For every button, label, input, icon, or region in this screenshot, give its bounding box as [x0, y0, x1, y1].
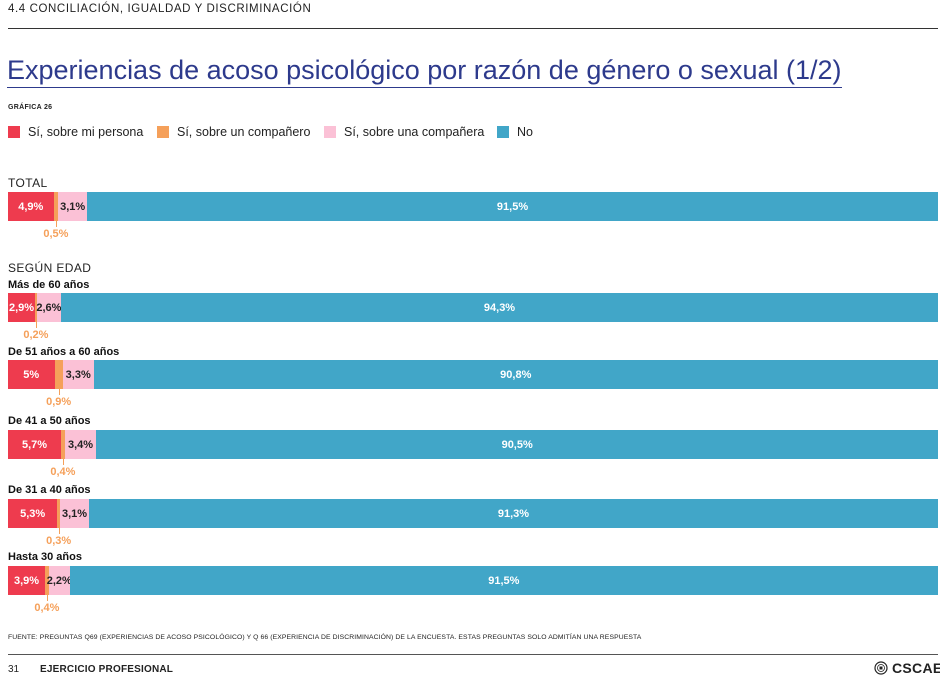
data-label: 2,2% [46, 574, 72, 587]
segment-persona [8, 430, 61, 459]
segment-no [87, 192, 938, 221]
legend-swatch [324, 126, 336, 138]
segment-no [96, 430, 938, 459]
group-label-edad: SEGÚN EDAD [8, 261, 92, 275]
logo-text: CSCAE [892, 660, 940, 676]
data-label: 4,9% [18, 200, 44, 213]
segment-companera [60, 499, 89, 528]
footer-section-title: EJERCICIO PROFESIONAL [40, 664, 174, 675]
segment-persona [8, 360, 55, 389]
legend-label: No [517, 125, 533, 139]
segment-companero [45, 566, 49, 595]
segment-no [93, 360, 938, 389]
segment-no [88, 499, 938, 528]
top-divider [8, 28, 938, 29]
callout-line [62, 459, 64, 465]
data-label: 2,9% [8, 301, 35, 314]
data-label: 5,7% [21, 438, 48, 451]
bar-row: 4,9% 3,1% 91,5% [8, 192, 938, 221]
segment-no [61, 293, 938, 322]
segment-persona [8, 192, 54, 221]
row-label: De 31 a 40 años [8, 484, 91, 496]
bottom-divider [8, 654, 938, 655]
callout-line [35, 322, 37, 328]
data-label: 3,1% [60, 200, 86, 213]
legend-item-companera: Sí, sobre una compañera [324, 125, 484, 139]
row-label: Más de 60 años [8, 279, 90, 291]
data-label-companero: 0,2% [23, 329, 49, 341]
legend-item-persona: Sí, sobre mi persona [8, 125, 143, 139]
segment-companera [48, 566, 70, 595]
segment-companero [61, 430, 65, 459]
section-header: 4.4 CONCILIACIÓN, IGUALDAD Y DISCRIMINAC… [8, 3, 312, 15]
segment-persona [8, 293, 35, 322]
cscae-logo: CSCAE [874, 660, 940, 676]
segment-persona [8, 566, 45, 595]
segment-companera [62, 360, 94, 389]
row-label: Hasta 30 años [8, 551, 82, 563]
segment-companera [58, 192, 88, 221]
bar-row: 5% 3,3% 90,8% [8, 360, 938, 389]
data-label-companero: 0,3% [46, 535, 72, 547]
group-label-total: TOTAL [8, 176, 48, 190]
callout-line [46, 595, 48, 601]
segment-companero [54, 360, 63, 389]
data-label-companero: 0,9% [46, 396, 72, 408]
data-label-companero: 0,5% [43, 228, 69, 240]
legend-item-companero: Sí, sobre un compañero [157, 125, 310, 139]
callout-line [55, 221, 57, 227]
data-label: 5,3% [20, 507, 46, 520]
legend-swatch [8, 126, 20, 138]
seal-icon [874, 661, 888, 675]
callout-line [58, 389, 60, 395]
page-title: Experiencias de acoso psicológico por ra… [7, 54, 842, 88]
legend-item-no: No [497, 125, 533, 139]
data-label: 91,5% [496, 200, 529, 213]
row-label: De 51 años a 60 años [8, 346, 120, 358]
data-label: 3,9% [13, 574, 40, 587]
segment-companero [34, 293, 37, 322]
segment-no [69, 566, 938, 595]
row-label: De 41 a 50 años [8, 415, 91, 427]
legend-label: Sí, sobre una compañera [344, 125, 485, 139]
data-label: 3,4% [67, 438, 94, 451]
chart-number-label: GRÁFICA 26 [8, 104, 53, 111]
segment-companera [36, 293, 61, 322]
segment-companera [64, 430, 97, 459]
data-label: 91,3% [497, 507, 530, 520]
data-label: 94,3% [483, 301, 516, 314]
legend-label: Sí, sobre mi persona [28, 125, 144, 139]
data-label: 91,5% [488, 574, 520, 587]
bar-row: 2,9% 2,6% 94,3% [8, 293, 938, 322]
data-label-companero: 0,4% [50, 466, 76, 478]
data-label: 5% [23, 368, 40, 381]
segment-companero [53, 192, 59, 221]
bar-row: 5,3% 3,1% 91,3% [8, 499, 938, 528]
page-number: 31 [8, 664, 20, 675]
segment-companero [57, 499, 61, 528]
source-note: FUENTE: PREGUNTAS Q69 (EXPERIENCIAS DE A… [8, 634, 642, 641]
callout-line [58, 528, 60, 534]
data-label: 90,8% [500, 368, 532, 381]
legend-swatch [497, 126, 509, 138]
data-label: 90,5% [501, 438, 533, 451]
legend-label: Sí, sobre un compañero [177, 125, 311, 139]
data-label: 3,3% [65, 368, 91, 381]
bar-row: 5,7% 3,4% 90,5% [8, 430, 938, 459]
legend-swatch [157, 126, 169, 138]
data-label: 3,1% [61, 507, 88, 520]
data-label: 2,6% [36, 301, 62, 314]
segment-persona [8, 499, 58, 528]
data-label-companero: 0,4% [34, 602, 60, 614]
bar-row: 3,9% 2,2% 91,5% [8, 566, 938, 595]
